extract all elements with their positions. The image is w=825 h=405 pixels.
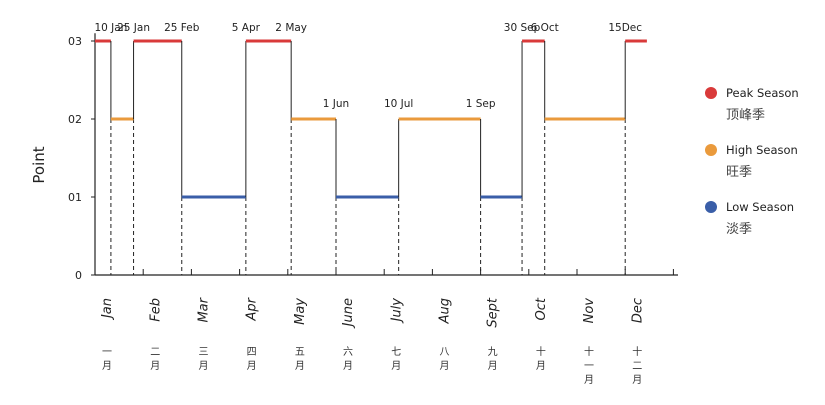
month-cn-label: 月 (391, 360, 401, 372)
legend-marker-peak (705, 87, 717, 99)
month-cn-label: 二 (150, 347, 160, 358)
legend-cn-high: 旺季 (726, 165, 752, 180)
month-cn-label: 月 (295, 360, 305, 372)
month-cn-label: 月 (488, 360, 498, 372)
month-cn-label: 月 (584, 374, 594, 386)
y-tick-label: 02 (68, 113, 82, 126)
month-label: Dec (630, 298, 645, 323)
date-label: 5 Apr (232, 22, 261, 34)
month-cn-label: 十 (632, 345, 642, 358)
legend-label-peak: Peak Season (726, 86, 799, 100)
date-label: 10 Jul (384, 98, 413, 110)
season-series (95, 39, 647, 199)
month-label: Mar (196, 296, 211, 322)
date-label: 2 May (275, 22, 307, 34)
y-axis-label: Point (30, 146, 48, 183)
month-cn-label: 三 (198, 347, 208, 358)
month-label: Apr (245, 296, 260, 321)
month-label: Aug (437, 298, 452, 324)
legend-marker-low (705, 201, 717, 213)
month-cn-label: 八 (439, 347, 449, 358)
y-tick-label: 03 (68, 35, 82, 48)
month-cn-label: 月 (247, 360, 257, 372)
month-cn-label: 五 (295, 347, 305, 358)
month-cn-label: 月 (343, 360, 353, 372)
legend: Peak Season 顶峰季 High Season 旺季 Low Season 淡季 (705, 86, 799, 237)
month-label: Sept (486, 297, 501, 328)
date-label: 1 Jun (323, 98, 349, 110)
month-cn-label: 月 (102, 360, 112, 372)
month-cn-label: 四 (247, 347, 257, 358)
month-cn-label: 月 (150, 360, 160, 372)
y-tick-label: 01 (68, 191, 82, 204)
month-cn-label: 二 (632, 361, 642, 372)
month-cn-label: 月 (439, 360, 449, 372)
month-label: June (341, 298, 356, 329)
date-label: 6 Oct (531, 22, 559, 34)
date-label: 25 Jan (117, 22, 150, 34)
month-cn-label: 十 (584, 345, 594, 358)
date-label: 15Dec (608, 22, 642, 34)
month-cn-label: 九 (488, 346, 498, 358)
month-label: May (293, 298, 308, 325)
month-cn-label: 七 (391, 346, 401, 358)
legend-cn-peak: 顶峰季 (726, 108, 765, 123)
month-cn-label: 月 (632, 374, 642, 386)
month-label: July (389, 298, 404, 325)
month-cn-label: 一 (584, 361, 594, 372)
dashed-guides (110, 119, 626, 275)
month-cn-label: 六 (343, 346, 353, 358)
month-label: Feb (148, 298, 163, 322)
axes: 0 01 02 03 (68, 33, 678, 282)
legend-cn-low: 淡季 (726, 222, 752, 237)
month-cn-label: 十 (536, 345, 546, 358)
x-axis-labels: Jan一月Feb二月Mar三月Apr四月May五月June六月July七月Aug… (100, 296, 645, 386)
legend-label-low: Low Season (726, 200, 794, 214)
month-label: Jan (100, 298, 115, 321)
legend-label-high: High Season (726, 143, 798, 157)
date-label: 30 Sep (504, 22, 541, 34)
month-cn-label: 月 (198, 360, 208, 372)
month-label: Nov (582, 298, 597, 324)
date-label: 1 Sep (466, 98, 496, 110)
month-cn-label: 月 (536, 360, 546, 372)
y-tick-label: 0 (75, 269, 82, 282)
month-label: Oct (534, 297, 549, 320)
date-label: 25 Feb (164, 22, 200, 34)
date-label: 10 Jan (94, 22, 127, 34)
month-cn-label: 一 (102, 347, 112, 358)
legend-marker-high (705, 144, 717, 156)
